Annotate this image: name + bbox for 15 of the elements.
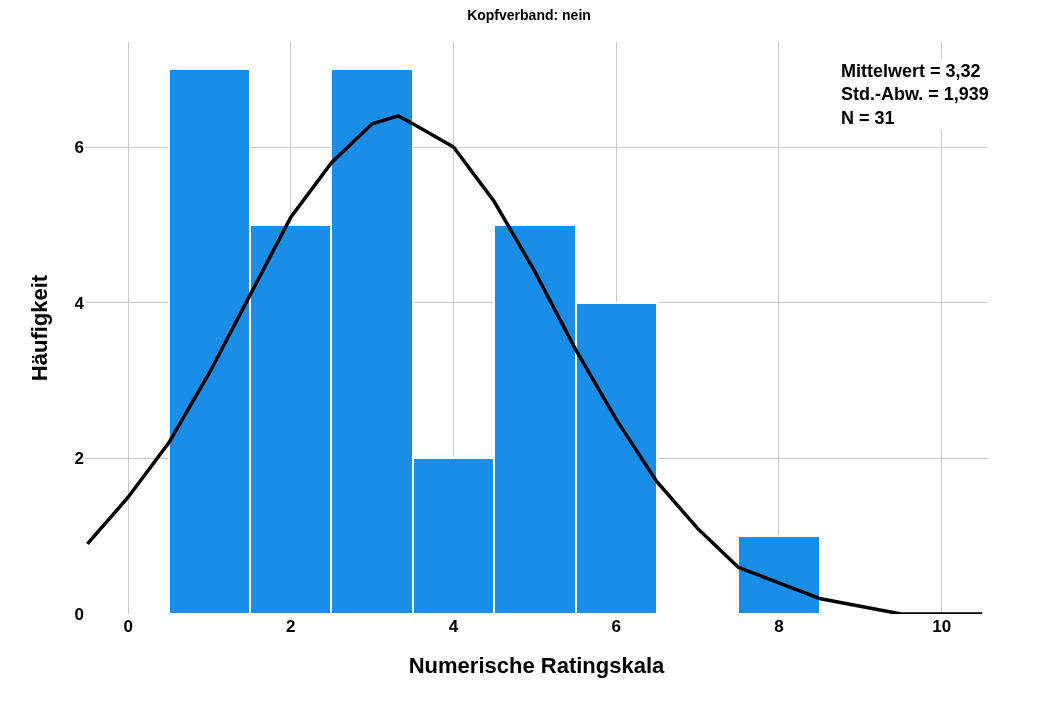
y-tick-label: 4 [74,293,85,313]
y-tick-label: 2 [74,449,84,469]
chart-title: Kopfverband: nein [467,7,591,24]
annotation: Std.-Abw. = 1,939 [841,84,989,105]
x-tick-label: 4 [448,617,459,636]
x-tick-label: 8 [774,617,784,636]
y-axis-title: Häufigkeit [27,274,53,382]
x-tick-label: 10 [932,617,952,636]
x-axis-title: Numerische Ratingskala [408,652,666,678]
annotation: Mittelwert = 3,32 [841,61,981,81]
x-tick-label: 6 [611,617,621,636]
y-tick-label: 6 [74,138,84,158]
annotation: N = 31 [841,107,895,128]
x-tick-label: 0 [123,617,133,636]
x-tick-label: 2 [286,617,296,636]
